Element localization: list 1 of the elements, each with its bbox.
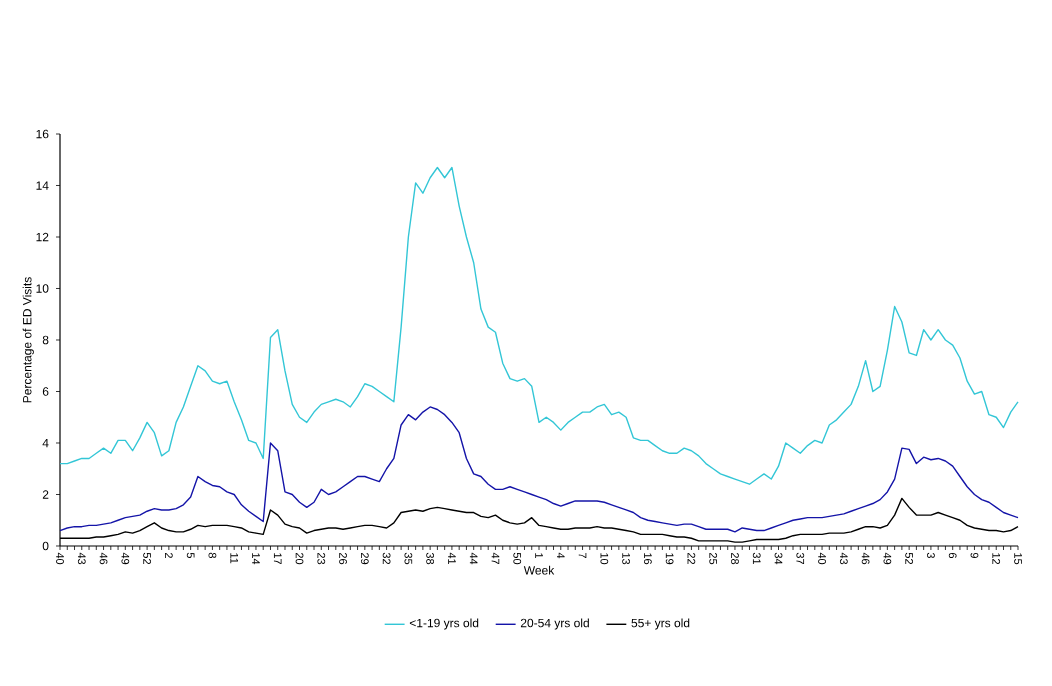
line-series <box>59 166 1019 485</box>
